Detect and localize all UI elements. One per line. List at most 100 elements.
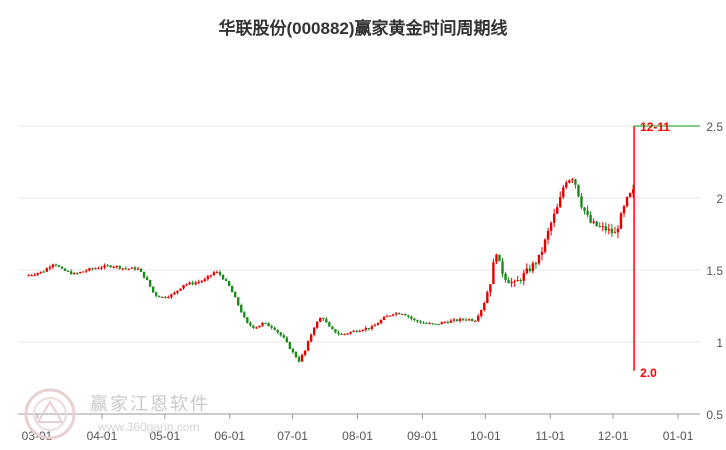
y-tick-label: 0.5 [706, 408, 723, 422]
candle-body [115, 266, 118, 268]
candle-body [91, 268, 94, 270]
candle-body [240, 305, 243, 313]
candle-body [492, 262, 495, 285]
candle-body [571, 179, 574, 181]
candle-body [112, 266, 115, 268]
candle-body [282, 335, 285, 338]
grid-lines [18, 125, 700, 343]
candle-body [580, 196, 583, 208]
candle-body [261, 323, 264, 326]
candle-body [440, 322, 443, 325]
candle-body [388, 315, 392, 317]
candle-body [592, 221, 595, 223]
candle-body [297, 357, 301, 362]
candle-body [346, 333, 349, 335]
candle-body [300, 354, 304, 362]
candle-body [458, 318, 462, 321]
candle-body [352, 330, 355, 332]
candle-body [291, 348, 295, 352]
x-tick-label: 07-01 [277, 429, 308, 443]
candle-body [33, 274, 36, 276]
candle-body [507, 280, 510, 284]
candle-body [72, 273, 76, 275]
candle-body [39, 271, 42, 274]
candle-body [188, 282, 191, 285]
candle-body [407, 315, 410, 317]
candle-body [379, 320, 383, 324]
candle-body [610, 228, 614, 234]
candle-body [249, 322, 252, 326]
candle-body [230, 285, 234, 293]
candle-body [60, 266, 64, 269]
candle-body [540, 251, 544, 255]
candle-body [133, 267, 137, 270]
candle-body [316, 321, 319, 328]
candle-body [267, 323, 270, 327]
candle-body [552, 213, 556, 223]
candle-body [106, 265, 109, 267]
candle-body [537, 254, 541, 264]
chart-title: 华联股份(000882)赢家黄金时间周期线 [218, 19, 508, 38]
x-tick-label: 10-01 [470, 429, 501, 443]
candle-body [233, 292, 237, 298]
candle-body [513, 281, 516, 283]
candle-body [155, 292, 158, 296]
x-tick-label: 08-01 [342, 429, 373, 443]
candle-body [30, 275, 33, 277]
candle-body [173, 292, 176, 295]
candle-body [148, 279, 152, 287]
candle-body [358, 330, 361, 332]
candle-body [394, 313, 398, 315]
x-tick-label: 04-01 [87, 429, 118, 443]
candle-body [161, 296, 164, 298]
candle-body [446, 322, 450, 324]
candle-body [370, 326, 374, 329]
candle-body [416, 320, 419, 322]
candle-body [391, 314, 395, 316]
candle-body [525, 268, 529, 274]
candle-body [197, 281, 200, 283]
candle-body [340, 333, 343, 335]
candle-body [206, 276, 210, 280]
candle-body [252, 325, 255, 328]
candle-body [583, 207, 586, 211]
candle-body [285, 337, 289, 343]
candle-body [464, 319, 468, 321]
candle-body [306, 341, 310, 351]
candle-body [401, 314, 404, 316]
candle-body [410, 316, 413, 319]
candle-body [79, 272, 82, 274]
candle-body [57, 265, 61, 267]
candle-body [94, 268, 97, 270]
candle-body [185, 284, 188, 286]
candle-body [279, 332, 282, 336]
y-tick-label: 2.5 [706, 120, 723, 134]
candle-body [625, 196, 629, 207]
candle-body [522, 273, 525, 281]
candle-body [88, 268, 91, 271]
candle-body [51, 264, 55, 268]
candle-body [191, 282, 194, 285]
candle-body [546, 230, 550, 240]
candle-body [127, 268, 131, 270]
candle-body [452, 319, 456, 321]
candle-body [179, 288, 182, 291]
candle-body [170, 294, 173, 298]
candle-body [589, 214, 592, 223]
candle-body [467, 319, 471, 321]
candle-body [151, 286, 155, 293]
candle-body [470, 319, 474, 321]
time-cycle-date-label: 12-11 [640, 120, 670, 134]
candle-body [543, 239, 547, 252]
candle-body [349, 331, 352, 334]
candle-body [607, 228, 611, 231]
candle-body [45, 268, 49, 272]
candle-body [130, 267, 134, 269]
candle-body [212, 272, 216, 276]
candle-body [63, 268, 67, 271]
candle-body [519, 280, 522, 282]
x-tick-label: 09-01 [407, 429, 438, 443]
candle-body [622, 206, 626, 214]
candle-body [82, 271, 85, 273]
candle-body [142, 271, 146, 278]
